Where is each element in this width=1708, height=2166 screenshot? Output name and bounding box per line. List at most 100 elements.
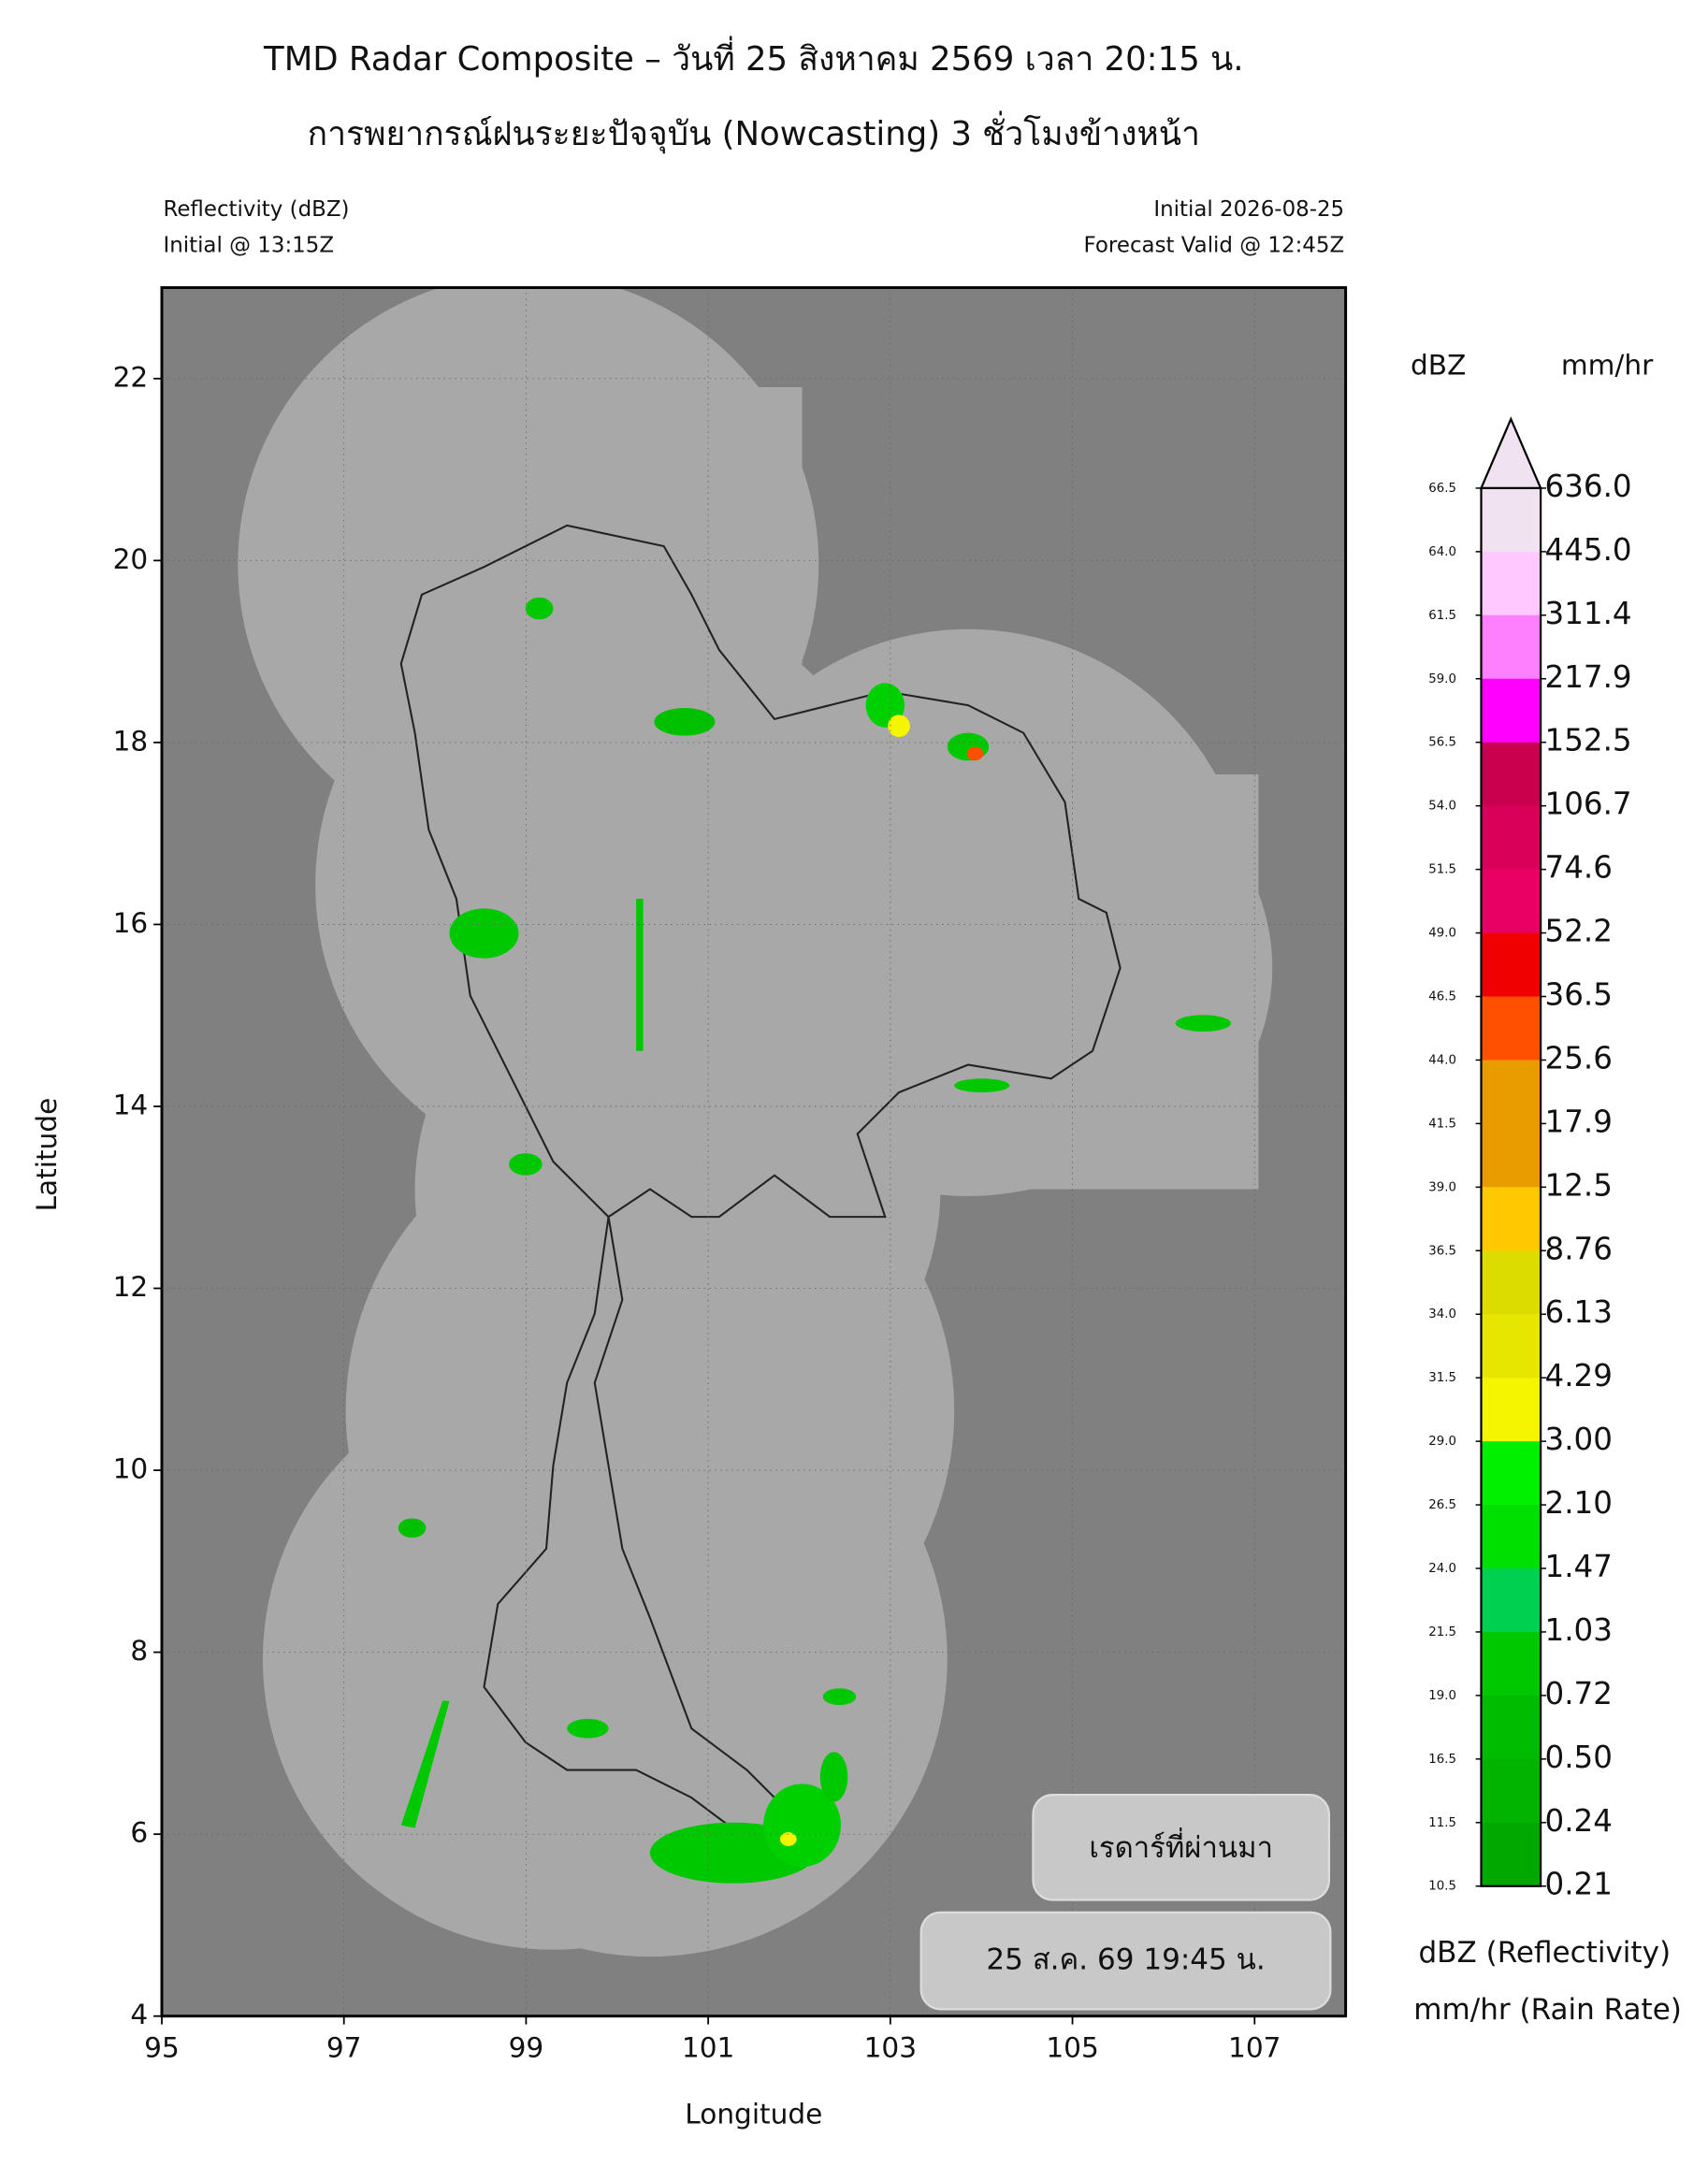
colorbar-caption: mm/hr (Rain Rate) (1413, 1993, 1682, 2027)
rain-level-label: 4.29 (1545, 1358, 1613, 1393)
timestamp-button[interactable]: 25 ส.ค. 69 19:45 น. (919, 1911, 1332, 2011)
colorbar-segment (1481, 678, 1542, 744)
colorbar-segment (1481, 487, 1542, 553)
rain-level-label: 1.03 (1545, 1612, 1613, 1648)
dbz-level-label: 49.0 (1428, 927, 1456, 941)
y-tick-label: 22 (113, 361, 149, 393)
dbz-level-label: 51.5 (1428, 863, 1456, 877)
y-tick-label: 20 (113, 543, 149, 575)
rain-level-label: 0.72 (1545, 1676, 1613, 1711)
colorbar-segment (1481, 1314, 1542, 1379)
country-outline (399, 524, 1122, 1855)
x-tick-label: 97 (326, 2032, 362, 2064)
colorbar-caption: dBZ (Reflectivity) (1418, 1936, 1671, 1970)
colorbar-segment (1481, 805, 1542, 871)
dbz-level-label: 24.0 (1428, 1562, 1456, 1576)
dbz-level-label: 54.0 (1428, 800, 1456, 814)
dbz-level-label: 59.0 (1428, 672, 1456, 686)
rain-level-label: 2.10 (1545, 1485, 1613, 1521)
dbz-level-label: 31.5 (1428, 1371, 1456, 1385)
echo-decoration (398, 597, 1231, 1884)
rain-level-label: 52.2 (1545, 914, 1613, 949)
rain-level-label: 6.13 (1545, 1294, 1613, 1330)
button-background[interactable] (919, 1911, 1332, 2011)
dbz-level-label: 46.5 (1428, 989, 1456, 1004)
radar-coverage (238, 287, 1273, 1957)
x-tick-label: 101 (682, 2032, 734, 2064)
dbz-level-label: 16.5 (1428, 1753, 1456, 1767)
y-tick-label: 12 (113, 1271, 149, 1303)
rain-level-label: 106.7 (1545, 787, 1632, 822)
colorbar-segment (1481, 869, 1542, 934)
subtitle: การพยากรณ์ฝนระยะปัจจุบัน (Nowcasting) 3 … (308, 110, 1200, 153)
dbz-level-label: 44.0 (1428, 1053, 1456, 1067)
plot-frame (160, 286, 1348, 2018)
button-label[interactable]: เรดาร์ที่ผ่านมา (1089, 1827, 1273, 1865)
info-right: Initial 2026-08-25 (1153, 197, 1344, 222)
dbz-level-label: 64.0 (1428, 545, 1456, 559)
colorbar-title: dBZ (1411, 349, 1466, 381)
y-tick-label: 8 (130, 1635, 148, 1667)
rain-level-label: 0.24 (1545, 1803, 1613, 1839)
x-tick-label: 95 (144, 2032, 180, 2064)
rain-level-label: 74.6 (1545, 850, 1613, 886)
dbz-level-label: 34.0 (1428, 1307, 1456, 1321)
dbz-level-label: 21.5 (1428, 1625, 1456, 1639)
rain-level-label: 152.5 (1545, 723, 1632, 758)
rain-level-label: 25.6 (1545, 1040, 1613, 1076)
rain-level-label: 636.0 (1545, 469, 1632, 504)
colorbar-title: mm/hr (1561, 349, 1654, 381)
colorbar-segment (1481, 614, 1542, 680)
x-tick-label: 103 (864, 2032, 917, 2064)
colorbar-segment (1481, 1568, 1542, 1633)
rain-level-label: 36.5 (1545, 976, 1613, 1012)
colorbar: 66.5 64.0 61.5 59.0 56.5 54.0 51.5 49.0 46.5 44.0… (1428, 416, 1632, 1902)
x-tick-label: 99 (509, 2032, 544, 2064)
button-background[interactable] (1032, 1794, 1330, 1901)
button-label[interactable]: 25 ส.ค. 69 19:45 น. (986, 1943, 1265, 1977)
previous-radar-button[interactable]: เรดาร์ที่ผ่านมา (1032, 1794, 1330, 1901)
dbz-level-label: 61.5 (1428, 609, 1456, 623)
x-tick-label: 105 (1046, 2032, 1098, 2064)
colorbar-segment (1481, 1378, 1542, 1442)
colorbar-segment (1481, 932, 1542, 998)
colorbar-segment (1481, 1123, 1542, 1189)
colorbar-segment (1481, 1250, 1542, 1315)
axes: 95 97 99 101 103 105 107 4 6 8 10 12 14 16 18 20 22 (113, 287, 1346, 2064)
rain-level-label: 12.5 (1545, 1167, 1613, 1203)
colorbar-segment (1481, 1631, 1542, 1697)
rain-level-label: 0.50 (1545, 1740, 1613, 1775)
title: TMD Radar Composite – วันที่ 25 สิงหาคม … (263, 36, 1244, 79)
colorbar-segment (1481, 551, 1542, 616)
dbz-level-label: 10.5 (1428, 1880, 1456, 1894)
y-tick-label: 6 (130, 1817, 148, 1849)
info-right: Forecast Valid @ 12:45Z (1084, 234, 1345, 258)
colorbar-segment (1481, 1822, 1542, 1887)
dbz-level-label: 29.0 (1428, 1435, 1456, 1449)
colorbar-segment (1481, 1505, 1542, 1569)
dbz-level-label: 19.0 (1428, 1689, 1456, 1703)
x-axis-label: Longitude (685, 2099, 822, 2130)
colorbar-segment (1481, 996, 1542, 1061)
colorbar-segment (1481, 1758, 1542, 1824)
colorbar-segment (1481, 1441, 1542, 1506)
colorbar-segment (1481, 1187, 1542, 1252)
rain-level-label: 217.9 (1545, 659, 1632, 695)
dbz-level-label: 56.5 (1428, 736, 1456, 750)
y-axis-label: Latitude (31, 1098, 63, 1212)
info-left: Reflectivity (dBZ) (163, 197, 349, 222)
colorbar-extension (1479, 416, 1542, 490)
dbz-level-label: 36.5 (1428, 1244, 1456, 1258)
dbz-level-label: 26.5 (1428, 1498, 1456, 1512)
rain-level-label: 17.9 (1545, 1104, 1613, 1139)
y-tick-label: 18 (113, 725, 149, 757)
info-left: Initial @ 13:15Z (163, 234, 334, 258)
rain-level-label: 1.47 (1545, 1549, 1613, 1584)
rain-level-label: 445.0 (1545, 532, 1632, 568)
dbz-level-label: 66.5 (1428, 482, 1456, 496)
colorbar-segment (1481, 1695, 1542, 1760)
colorbar-segment (1481, 1060, 1542, 1125)
dbz-level-label: 41.5 (1428, 1117, 1456, 1131)
y-tick-label: 4 (130, 1999, 148, 2030)
